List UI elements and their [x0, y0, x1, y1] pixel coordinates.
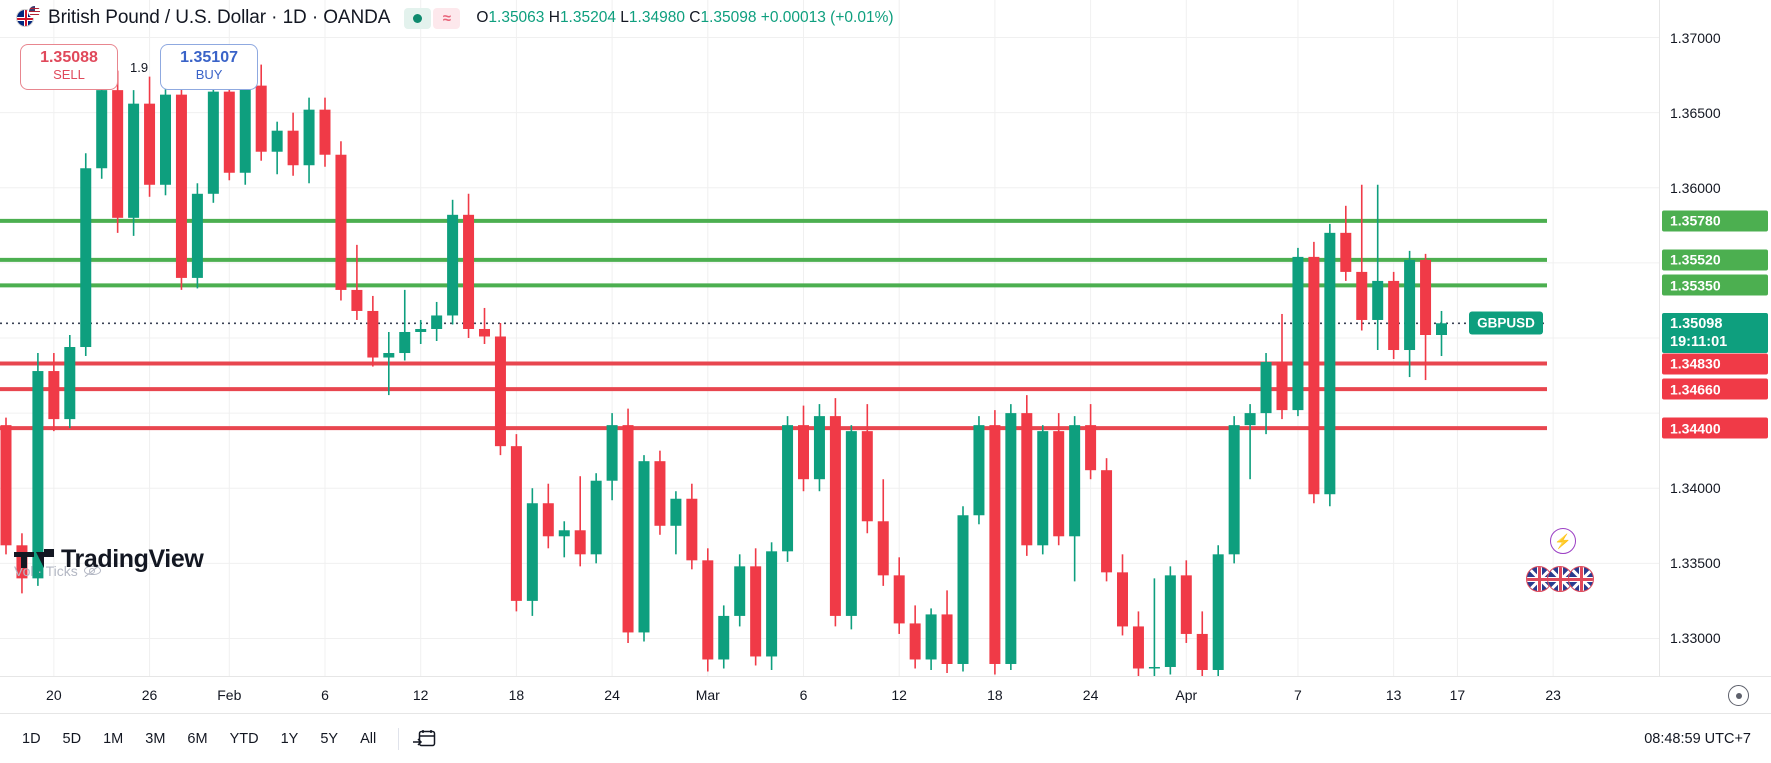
- volume-legend-label: Vol · Ticks: [14, 562, 78, 579]
- open-label: O: [476, 9, 489, 26]
- buy-price: 1.35107: [180, 49, 238, 67]
- time-tick: 24: [604, 687, 620, 703]
- time-tick: Feb: [217, 687, 242, 703]
- time-tick: 20: [46, 687, 62, 703]
- price-tick: 1.37000: [1670, 29, 1721, 46]
- timeframe-ytd[interactable]: YTD: [220, 726, 269, 752]
- uk-flag-icon[interactable]: [1547, 566, 1573, 592]
- timeframe-all[interactable]: All: [350, 726, 386, 752]
- timeframe-5d[interactable]: 5D: [53, 726, 92, 752]
- current-price-value: 1.35098: [1670, 316, 1723, 333]
- timeframe-1d[interactable]: 1D: [12, 726, 51, 752]
- high-label: H: [548, 9, 560, 26]
- goto-date-icon[interactable]: [411, 727, 437, 751]
- chart-level-lines: [0, 218, 1547, 431]
- ohlc-values: O1.35063 H1.35204 L1.34980 C1.35098 +0.0…: [476, 9, 893, 27]
- crosshair-target-icon[interactable]: [1728, 685, 1749, 706]
- price-tick: 1.36500: [1670, 104, 1721, 121]
- time-tick: 17: [1449, 687, 1466, 703]
- sell-label: SELL: [53, 67, 85, 83]
- time-tick: 13: [1385, 687, 1402, 703]
- volume-legend[interactable]: Vol · Ticks: [14, 562, 102, 579]
- chart-header: British Pound / U.S. Dollar · 1D · OANDA…: [0, 0, 1771, 36]
- bar-countdown: 19:11:01: [1670, 334, 1728, 351]
- price-level-badge[interactable]: 1.35350: [1662, 274, 1768, 296]
- time-tick: 7: [1294, 687, 1302, 703]
- us-flag-stripe: [29, 11, 40, 13]
- time-tick: 23: [1545, 687, 1561, 703]
- economic-event-markers[interactable]: ⚡: [1520, 528, 1640, 608]
- time-tick: Mar: [695, 687, 720, 703]
- market-open-dot-icon[interactable]: [404, 7, 432, 29]
- price-level-badge[interactable]: 1.34660: [1662, 378, 1768, 400]
- buy-label: BUY: [195, 67, 223, 83]
- price-tick: 1.33000: [1670, 630, 1721, 647]
- price-tick: 1.36000: [1670, 179, 1721, 196]
- toolbar-divider: [398, 727, 400, 750]
- price-level-badge[interactable]: 1.34400: [1662, 417, 1768, 439]
- price-tick: 1.33500: [1670, 555, 1721, 572]
- price-level-badge[interactable]: 1.34830: [1662, 353, 1768, 375]
- price-tick: 1.34000: [1670, 480, 1721, 497]
- timeframe-6m[interactable]: 6M: [177, 726, 217, 752]
- symbol-price-tag[interactable]: GBPUSD: [1469, 311, 1543, 335]
- chart-canvas[interactable]: GBPUSD: [0, 0, 1659, 676]
- lightning-bolt-icon[interactable]: ⚡: [1550, 528, 1576, 554]
- current-price-badge[interactable]: 1.35098 19:11:01: [1662, 313, 1768, 354]
- symbol-title[interactable]: British Pound / U.S. Dollar · 1D · OANDA: [48, 7, 391, 28]
- time-tick: 18: [987, 687, 1003, 703]
- us-flag-stripe: [29, 14, 40, 16]
- time-tick: 12: [412, 687, 429, 703]
- tradingview-logo-text: TradingView: [61, 545, 204, 573]
- time-tick: Apr: [1175, 687, 1198, 703]
- open-value: 1.35063: [488, 9, 545, 26]
- time-tick: 6: [321, 687, 329, 703]
- low-label: L: [620, 9, 629, 26]
- uk-us-flag-icon: [16, 5, 41, 30]
- high-value: 1.35204: [559, 9, 616, 26]
- price-change: +0.00013 (+0.01%): [760, 9, 894, 26]
- timeframe-1m[interactable]: 1M: [93, 726, 133, 752]
- buy-button[interactable]: 1.35107 BUY: [160, 44, 259, 90]
- price-scale[interactable]: 1.37000 1.36500 1.36000 1.34000 1.33500 1.330…: [1659, 0, 1771, 676]
- time-scale[interactable]: 20 26 Feb 6 12 18 24 Mar 6 12 18 24 Apr 7 13 17 23: [0, 676, 1771, 713]
- price-level-badge[interactable]: 1.35780: [1662, 210, 1768, 232]
- tradingview-logo: TradingView: [14, 545, 204, 574]
- price-level-badge[interactable]: 1.35520: [1662, 249, 1768, 271]
- uk-flag-icon[interactable]: [1526, 566, 1552, 592]
- us-flag-stripe: [29, 8, 40, 10]
- close-value: 1.35098: [700, 9, 757, 26]
- time-tick: 6: [799, 687, 808, 703]
- data-delayed-wave-icon[interactable]: ≈: [433, 7, 461, 29]
- spread-value: 1.9: [130, 59, 149, 75]
- chart-clock: 08:48:59 UTC+7: [1644, 730, 1751, 747]
- time-tick: 18: [508, 687, 525, 703]
- uk-flag-icon[interactable]: [1568, 566, 1594, 592]
- wave-glyph: ≈: [442, 9, 451, 27]
- order-buttons: 1.35088 SELL 1.9 1.35107 BUY: [20, 44, 259, 90]
- sell-price: 1.35088: [40, 49, 98, 67]
- header-status-icons: ≈: [404, 7, 461, 29]
- tradingview-mark-icon: [14, 548, 54, 571]
- candlestick-series[interactable]: [0, 0, 1659, 676]
- timeframe-buttons: 1D 5D 1M 3M 6M YTD 1Y 5Y All: [12, 726, 386, 752]
- timeframe-1y[interactable]: 1Y: [271, 726, 309, 752]
- time-tick: 24: [1082, 687, 1099, 703]
- eye-off-icon[interactable]: [83, 562, 102, 579]
- time-tick: 26: [141, 687, 158, 703]
- sell-button[interactable]: 1.35088 SELL: [20, 44, 118, 90]
- bottom-toolbar: 1D 5D 1M 3M 6M YTD 1Y 5Y All 08:48:59 UTC+7: [0, 713, 1771, 763]
- timeframe-3m[interactable]: 3M: [135, 726, 175, 752]
- close-label: C: [689, 9, 701, 26]
- time-tick: 12: [891, 687, 907, 703]
- low-value: 1.34980: [628, 9, 685, 26]
- timeframe-5y[interactable]: 5Y: [310, 726, 348, 752]
